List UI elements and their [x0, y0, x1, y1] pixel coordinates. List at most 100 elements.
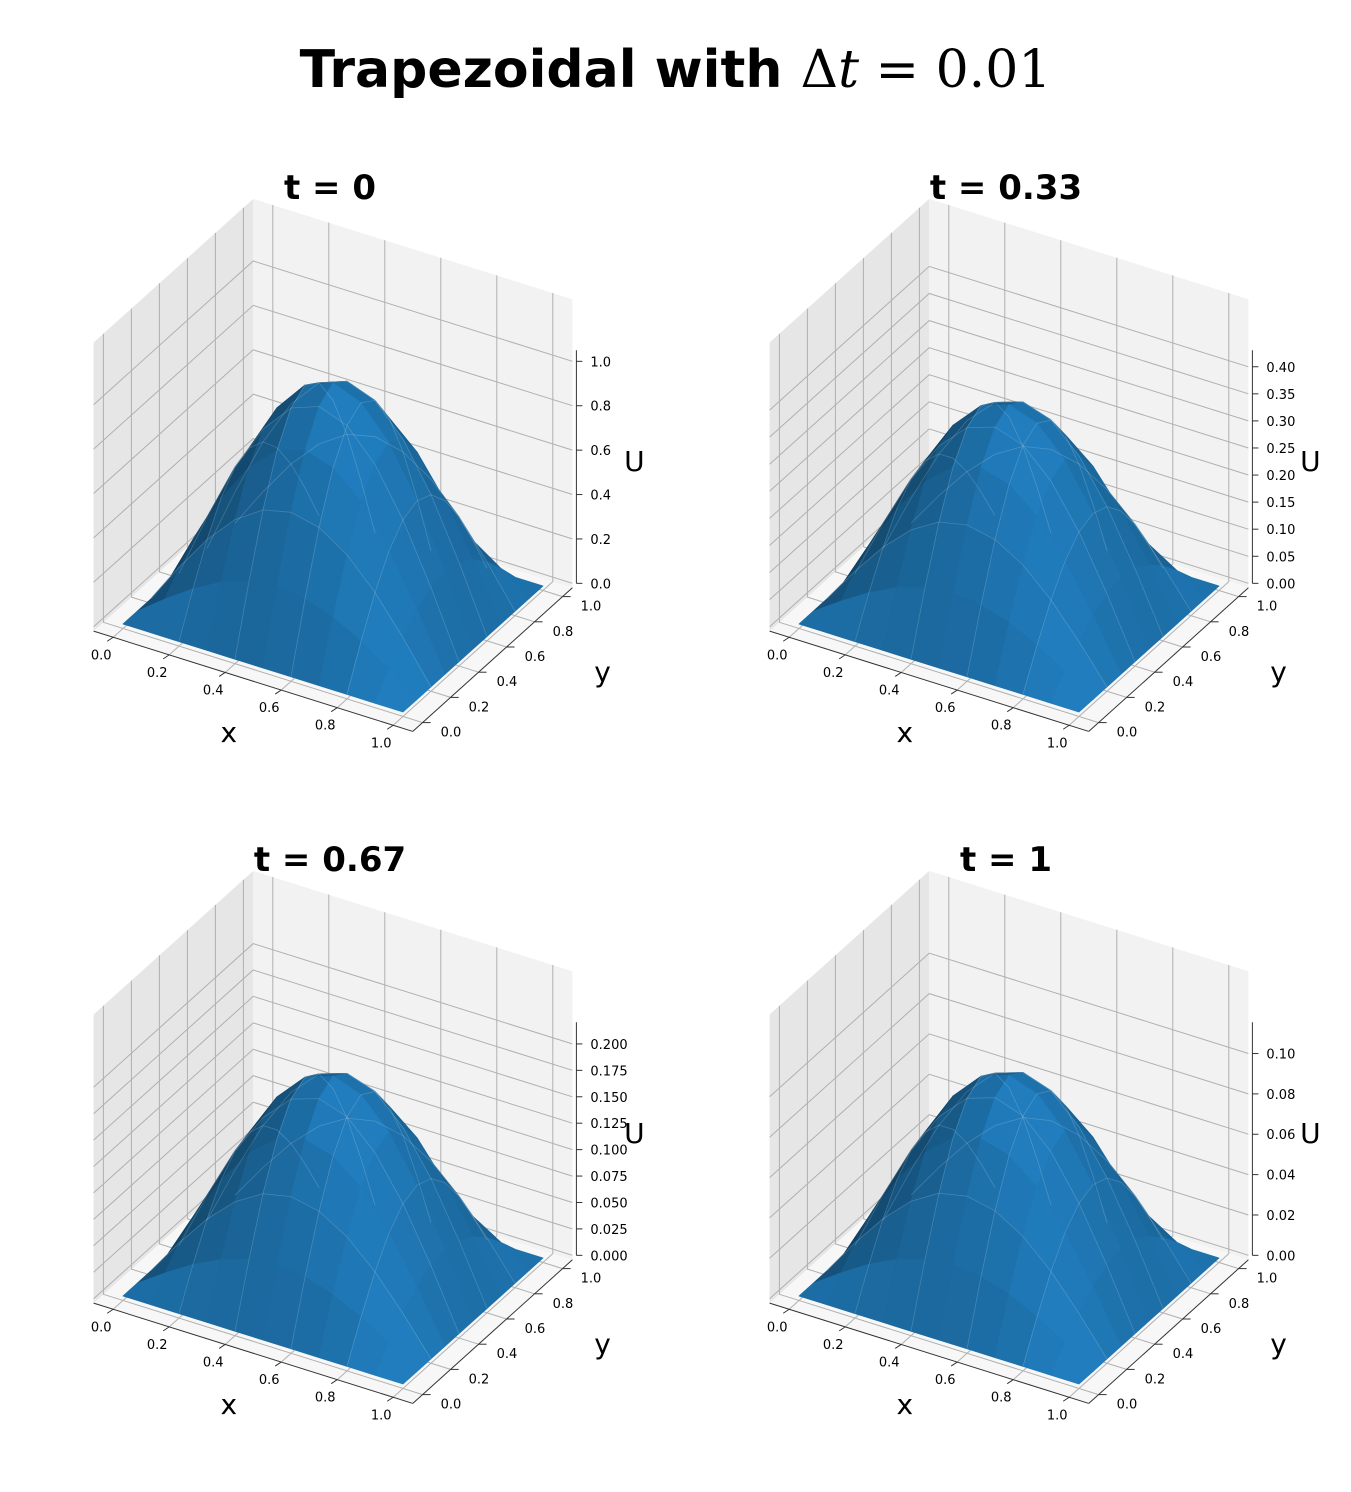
x-axis-line	[769, 630, 1089, 732]
z-grid-line	[769, 1073, 1249, 1219]
z-grid-line	[769, 952, 1249, 1098]
x-tick-label: 0.8	[991, 1391, 1012, 1406]
x-tick	[106, 636, 114, 642]
x-tick-label: 0.8	[315, 719, 336, 734]
x-tick	[274, 1361, 282, 1367]
x-tick-label: 0.4	[203, 683, 224, 698]
mesh-line	[854, 1097, 1136, 1334]
x-tick-label: 0.0	[767, 648, 788, 663]
mesh-line	[854, 426, 1136, 662]
x-tick-label: 1.0	[1047, 1408, 1068, 1423]
mesh-line	[178, 1125, 320, 1314]
z-tick-label: 0.25	[1266, 442, 1295, 457]
z-grid-line	[769, 1114, 1249, 1259]
z-grid-line	[769, 374, 1249, 519]
surface-facet	[374, 669, 418, 713]
mesh-line	[206, 380, 488, 637]
x-axis-label: x	[897, 716, 914, 749]
subplot-title: t = 0	[283, 168, 377, 208]
subplot-t033: t = 0.33 0.0 0.2 0.4 0.6 0.8 1.0 x 0.0 0.2 0.4 0.6…	[676, 0, 1336, 751]
x-axis-line	[93, 630, 413, 732]
x-axis-label: x	[221, 1388, 238, 1421]
surface-mesh	[122, 1072, 544, 1385]
x-tick	[950, 1361, 958, 1367]
subplot-title: t = 0.67	[253, 840, 407, 880]
mesh-line	[826, 521, 1108, 688]
x-tick	[1062, 1396, 1070, 1402]
x-tick	[162, 654, 170, 660]
z-tick-label: 0.050	[590, 1196, 627, 1211]
x-tick	[218, 672, 226, 677]
z-grid-line	[93, 1101, 573, 1247]
z-grid-line	[93, 438, 573, 583]
x-axis-label: x	[897, 1388, 914, 1421]
z-tick-label: 0.20	[1266, 469, 1295, 484]
y-axis-label: y	[1270, 1328, 1287, 1361]
y-tick-label: 0.2	[1145, 1372, 1166, 1387]
x-tick	[894, 1344, 902, 1349]
x-tick	[894, 672, 902, 677]
mesh-line	[178, 1098, 460, 1334]
mesh-line	[882, 1072, 1164, 1309]
z-tick-label: 0.10	[1266, 1048, 1295, 1063]
mesh-line	[178, 406, 460, 662]
surface-plot-svg: 0.0 0.2 0.4 0.6 0.8 1.0 x 0.0 0.2 0.4 0.6 0.8 1.0 y 0.…	[767, 870, 1321, 1423]
x-tick-label: 0.2	[823, 666, 844, 681]
x-tick	[106, 1308, 114, 1314]
x-tick	[782, 636, 790, 642]
y-axis-line	[1088, 587, 1249, 732]
x-tick-label: 0.0	[767, 1320, 788, 1335]
mesh-line	[1022, 1177, 1164, 1367]
y-tick-label: 0.6	[525, 650, 546, 665]
mesh-line	[150, 509, 432, 687]
z-tick-label: 0.000	[590, 1249, 627, 1264]
y-tick-label: 0.0	[441, 726, 462, 741]
z-axis-label: U	[624, 1117, 645, 1150]
mesh-line	[290, 1091, 432, 1349]
z-tick-label: 0.150	[590, 1091, 627, 1106]
mesh-line	[910, 1072, 1052, 1332]
z-tick-label: 0.04	[1266, 1169, 1295, 1184]
y-axis-label: y	[594, 1328, 611, 1361]
x-axis-label: x	[221, 716, 238, 749]
z-axis-label: U	[1300, 445, 1321, 478]
z-tick-label: 0.00	[1266, 577, 1295, 592]
subplot-title: t = 0.33	[929, 168, 1083, 208]
mesh-line	[346, 494, 488, 695]
mesh-line	[882, 401, 1164, 637]
x-tick-label: 0.2	[823, 1338, 844, 1353]
mesh-line	[234, 433, 516, 612]
z-axis-label: U	[624, 445, 645, 478]
z-grid-line	[93, 1075, 573, 1220]
y-grid-line	[102, 333, 423, 724]
z-grid-line	[93, 1022, 573, 1167]
mesh-line	[1022, 506, 1164, 695]
z-grid-line	[769, 320, 1249, 465]
x-axis-line	[769, 1302, 1089, 1404]
y-axis-label: y	[594, 656, 611, 689]
y-grid-line	[778, 333, 1099, 724]
figure-title-text: Trapezoidal with	[299, 40, 801, 100]
z-grid-line	[93, 349, 573, 494]
y-tick-label: 0.4	[1173, 675, 1194, 690]
x-tick	[386, 1396, 394, 1402]
x-tick-label: 0.4	[203, 1355, 224, 1370]
x-tick-label: 1.0	[371, 736, 392, 751]
subplot-title: t = 1	[959, 840, 1053, 880]
surface-facet	[1050, 1342, 1094, 1385]
z-tick-label: 0.4	[590, 489, 611, 504]
z-grid-line	[93, 943, 573, 1088]
x-tick-label: 0.2	[147, 1338, 168, 1353]
y-tick-label: 0.6	[1201, 650, 1222, 665]
y-tick-label: 0.4	[497, 675, 518, 690]
z-tick-label: 1.0	[590, 355, 611, 370]
mesh-line	[178, 441, 320, 642]
z-grid-line	[769, 292, 1249, 438]
mesh-line	[910, 1117, 1192, 1284]
x-tick	[330, 1379, 338, 1385]
x-tick-label: 0.0	[91, 1320, 112, 1335]
y-tick-label: 0.8	[553, 1297, 574, 1312]
x-tick	[838, 1326, 846, 1332]
surface-plot-svg: 0.0 0.2 0.4 0.6 0.8 1.0 x 0.0 0.2 0.4 0.6 0.8 1.0 y 0.…	[91, 870, 645, 1423]
y-tick-label: 1.0	[581, 600, 602, 615]
